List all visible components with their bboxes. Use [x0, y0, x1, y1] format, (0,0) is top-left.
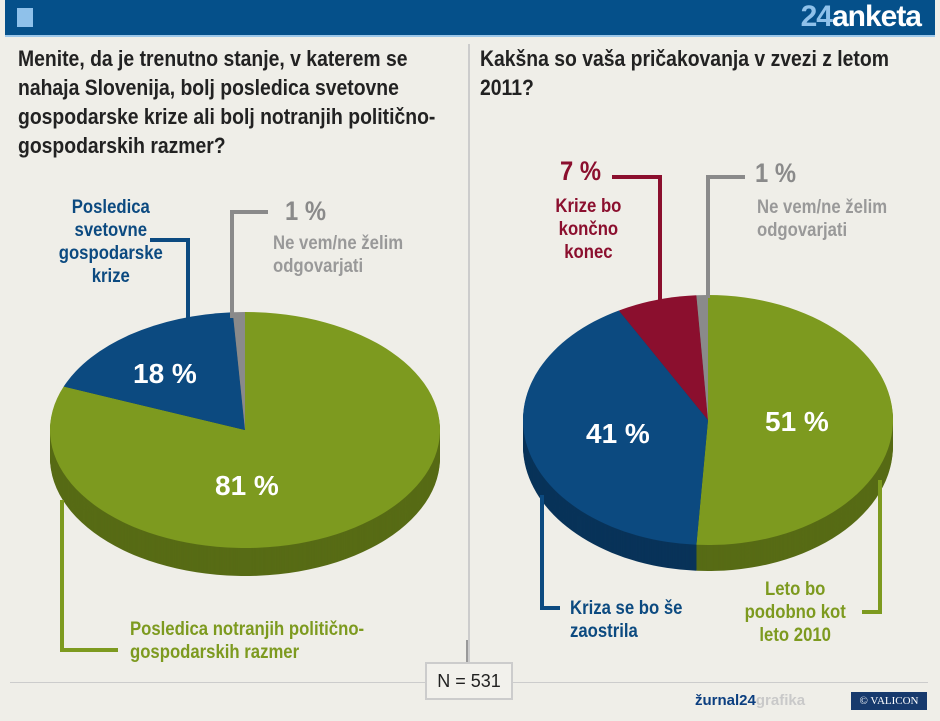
header-bar: 24anketa — [5, 0, 935, 37]
leader-left-green — [60, 500, 118, 652]
leader-left-blue — [150, 238, 190, 322]
question-left: Menite, da je trenutno stanje, v katerem… — [18, 46, 436, 158]
pie-slice — [50, 312, 441, 548]
pie-right — [522, 295, 894, 571]
pie-slice — [696, 295, 893, 545]
leader-left-grey — [230, 210, 268, 318]
label-right-blue: Kriza se bo še zaostrila — [570, 598, 683, 642]
pie-left — [50, 312, 441, 576]
valicon-logo: © VALICON — [851, 692, 927, 710]
pie-slice — [232, 312, 245, 430]
leader-right-green — [862, 480, 882, 614]
pie-slice — [696, 295, 708, 420]
leader-right-grey — [706, 175, 745, 298]
pct-right-grey: 1 % — [755, 158, 796, 188]
pct-left-grey: 1 % — [285, 196, 326, 226]
label-right-green: Leto bo podobno kot leto 2010 — [744, 579, 846, 646]
leader-right-red — [612, 175, 662, 300]
credit-logo: žurnal24grafika — [695, 692, 806, 709]
label-right-red: Krize bo končno konec — [555, 196, 622, 263]
leader-right-blue — [540, 495, 560, 610]
pct-left-blue: 18 % — [133, 358, 197, 389]
pie-slice — [63, 312, 245, 430]
pct-right-blue: 41 % — [586, 418, 650, 449]
label-left-grey: Ne vem/ne želim odgovarjati — [273, 233, 404, 277]
pie-slice — [522, 310, 708, 545]
divider — [468, 44, 470, 664]
question-right: Kakšna so vaša pričakovanja v zvezi z le… — [480, 46, 889, 100]
header-square-icon — [17, 8, 33, 27]
brand-logo: 24anketa — [800, 0, 922, 33]
label-right-grey: Ne vem/ne želim odgovarjati — [757, 197, 888, 241]
sample-size: N = 531 — [425, 662, 513, 700]
label-left-blue: Posledica svetovne gospodarske krize — [58, 197, 163, 287]
pct-right-green: 51 % — [765, 406, 829, 437]
label-left-green: Posledica notranjih politično-gospodarsk… — [130, 619, 365, 663]
pie-slice — [618, 295, 708, 420]
pct-left-green: 81 % — [215, 470, 279, 501]
pct-right-red: 7 % — [560, 156, 601, 186]
